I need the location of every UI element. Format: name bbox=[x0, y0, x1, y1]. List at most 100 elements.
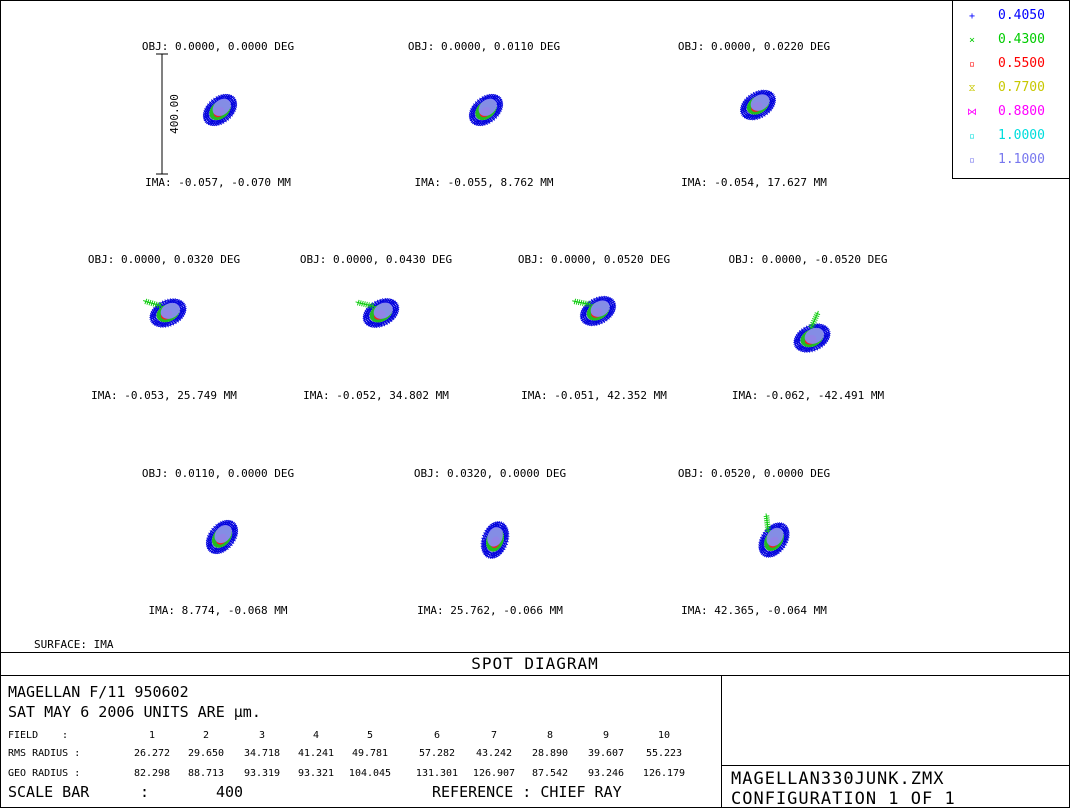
ray-marker bbox=[806, 346, 810, 350]
ray-marker bbox=[180, 311, 184, 315]
legend-marker-icon: ⧖ bbox=[968, 83, 975, 94]
ray-marker bbox=[761, 542, 765, 546]
ray-marker bbox=[229, 108, 233, 112]
field-row-label: FIELD bbox=[8, 730, 38, 741]
image-coordinates: IMA: -0.053, 25.749 MM bbox=[91, 389, 237, 402]
ray-marker bbox=[500, 102, 504, 106]
ray-marker bbox=[585, 307, 589, 311]
legend-marker-icon: ▫ bbox=[969, 155, 975, 166]
ray-marker bbox=[824, 336, 828, 340]
legend-marker-icon: ▫ bbox=[969, 59, 975, 70]
legend-wavelength-label: 0.4050 bbox=[998, 8, 1045, 23]
object-coordinates: OBJ: 0.0000, 0.0430 DEG bbox=[300, 253, 452, 266]
ray-marker bbox=[786, 528, 790, 532]
rms-radius-value: 57.282 bbox=[419, 748, 455, 759]
ray-marker bbox=[593, 319, 597, 324]
image-coordinates: IMA: -0.054, 17.627 MM bbox=[681, 176, 827, 189]
ray-marker bbox=[613, 306, 617, 310]
ray-marker bbox=[176, 314, 181, 318]
legend-wavelength-label: 0.7700 bbox=[998, 80, 1045, 95]
ray-marker bbox=[497, 548, 501, 552]
scale-bar-row-label: SCALE BAR bbox=[8, 783, 90, 801]
spot-pattern bbox=[143, 298, 187, 328]
ray-marker bbox=[207, 108, 211, 112]
ray-marker bbox=[503, 528, 507, 532]
ray-marker bbox=[230, 107, 234, 111]
ray-marker bbox=[362, 314, 366, 318]
ray-marker bbox=[502, 531, 507, 535]
ray-marker bbox=[579, 312, 583, 316]
ray-marker bbox=[231, 534, 235, 538]
ray-marker bbox=[393, 310, 397, 315]
ray-marker bbox=[820, 339, 825, 343]
ray-marker bbox=[483, 543, 487, 547]
spot-pattern bbox=[793, 310, 831, 353]
ray-marker bbox=[367, 310, 372, 314]
object-coordinates: OBJ: 0.0000, 0.0220 DEG bbox=[678, 40, 830, 53]
image-coordinates: IMA: 42.365, -0.064 MM bbox=[681, 604, 827, 617]
ray-marker bbox=[389, 314, 394, 318]
file-name: MAGELLAN330JUNK.ZMX bbox=[731, 769, 944, 789]
field-7: OBJ: 0.0000, -0.0520 DEG IMA: -0.062, -42… bbox=[729, 253, 888, 402]
ray-marker bbox=[770, 101, 774, 106]
geo-radius-value: 131.301 bbox=[416, 768, 458, 779]
object-coordinates: OBJ: 0.0320, 0.0000 DEG bbox=[414, 467, 566, 480]
ray-marker bbox=[209, 538, 213, 542]
spot-pattern bbox=[202, 93, 238, 127]
field-5: OBJ: 0.0000, 0.0430 DEG IMA: -0.052, 34.8… bbox=[300, 253, 452, 402]
ray-marker bbox=[761, 540, 765, 544]
ray-cluster bbox=[804, 327, 824, 344]
spot-pattern bbox=[739, 89, 777, 121]
ray-marker bbox=[744, 103, 748, 107]
ray-cluster bbox=[160, 302, 180, 319]
ray-marker bbox=[483, 119, 487, 123]
lens-description: MAGELLAN F/11 950602 bbox=[8, 683, 189, 701]
geo-radius-value: 126.907 bbox=[473, 768, 515, 779]
field-3: OBJ: 0.0000, 0.0220 DEG IMA: -0.054, 17.6… bbox=[678, 40, 830, 189]
ray-marker bbox=[759, 545, 764, 549]
ray-marker bbox=[799, 333, 804, 337]
ray-marker bbox=[821, 338, 826, 342]
ray-marker bbox=[483, 548, 487, 552]
geo-radius-value: 126.179 bbox=[643, 768, 685, 779]
field-6: OBJ: 0.0000, 0.0520 DEG IMA: -0.051, 42.3… bbox=[518, 253, 670, 402]
ray-marker bbox=[468, 114, 472, 118]
ray-marker bbox=[482, 551, 487, 555]
legend-marker-icon: × bbox=[969, 35, 975, 46]
image-coordinates: IMA: -0.051, 42.352 MM bbox=[521, 389, 667, 402]
field-8: OBJ: 0.0110, 0.0000 DEG IMA: 8.774, -0.06… bbox=[142, 467, 294, 617]
ray-marker bbox=[745, 116, 749, 120]
ray-marker bbox=[470, 111, 474, 115]
page-title: SPOT DIAGRAM bbox=[471, 654, 599, 673]
field-number: 1 bbox=[149, 730, 155, 741]
geo-radius-value: 82.298 bbox=[134, 768, 170, 779]
ray-marker bbox=[767, 554, 771, 558]
ray-marker bbox=[798, 334, 803, 338]
ray-marker bbox=[152, 311, 156, 315]
field-number: 6 bbox=[434, 730, 440, 741]
ray-marker bbox=[149, 313, 153, 317]
image-coordinates: IMA: 8.774, -0.068 MM bbox=[148, 604, 287, 617]
ray-marker bbox=[375, 321, 379, 325]
rms-radius-value: 28.890 bbox=[532, 748, 568, 759]
rms-row-label: RMS RADIUS : bbox=[8, 748, 80, 759]
field-4: OBJ: 0.0000, 0.0320 DEG IMA: -0.053, 25.7… bbox=[88, 253, 240, 402]
ray-cluster bbox=[478, 98, 497, 116]
rms-radius-value: 55.223 bbox=[646, 748, 682, 759]
ray-marker bbox=[607, 311, 611, 315]
ray-marker bbox=[472, 109, 476, 113]
ray-marker bbox=[572, 298, 578, 305]
ray-marker bbox=[768, 103, 772, 107]
ray-marker bbox=[227, 94, 231, 98]
image-coordinates: IMA: -0.052, 34.802 MM bbox=[303, 389, 449, 402]
ray-marker bbox=[607, 296, 611, 300]
field-number: 10 bbox=[658, 730, 670, 741]
ray-marker bbox=[226, 519, 230, 523]
ray-marker bbox=[204, 111, 208, 115]
field-1: OBJ: 0.0000, 0.0000 DEG IMA: -0.057, -0.0… bbox=[142, 40, 294, 189]
rms-radius-value: 41.241 bbox=[298, 748, 334, 759]
ray-marker bbox=[483, 545, 488, 549]
scale-bar-row-colon: : bbox=[140, 783, 149, 801]
ray-cluster bbox=[214, 525, 232, 544]
rms-radius-value: 29.650 bbox=[188, 748, 224, 759]
